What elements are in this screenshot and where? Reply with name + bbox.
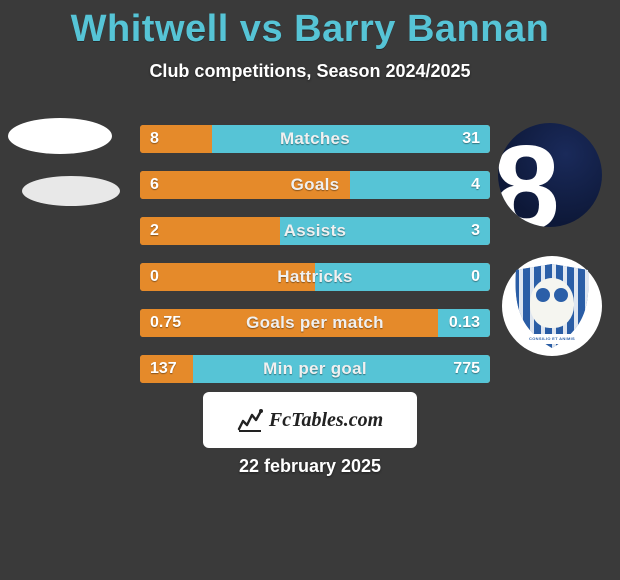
stat-row: 23Assists xyxy=(140,217,490,245)
brand-text: FcTables.com xyxy=(269,409,383,432)
left-player-avatar xyxy=(8,118,112,154)
crest-owl-icon xyxy=(530,278,574,328)
right-club-crest: CONSILIO ET ANIMIS xyxy=(502,256,602,356)
stat-row: 0.750.13Goals per match xyxy=(140,309,490,337)
stats-bars: 831Matches 64Goals 23Assists 00Hattricks 0.7… xyxy=(140,125,490,401)
jersey-number: 8 xyxy=(498,123,560,227)
brand-pill: FcTables.com xyxy=(203,392,417,448)
stat-row: 137775Min per goal xyxy=(140,355,490,383)
stat-label: Hattricks xyxy=(140,263,490,291)
crest-motto: CONSILIO ET ANIMIS xyxy=(520,334,584,344)
stat-row: 00Hattricks xyxy=(140,263,490,291)
page-title: Whitwell vs Barry Bannan xyxy=(0,0,620,51)
stat-label: Min per goal xyxy=(140,355,490,383)
fctables-logo-icon xyxy=(237,407,263,433)
stat-label: Goals per match xyxy=(140,309,490,337)
subtitle: Club competitions, Season 2024/2025 xyxy=(0,61,620,82)
stat-label: Matches xyxy=(140,125,490,153)
stat-label: Assists xyxy=(140,217,490,245)
stat-label: Goals xyxy=(140,171,490,199)
right-player-avatar: 8 xyxy=(498,123,602,227)
stat-row: 64Goals xyxy=(140,171,490,199)
stat-row: 831Matches xyxy=(140,125,490,153)
snapshot-date: 22 february 2025 xyxy=(0,456,620,477)
left-club-crest xyxy=(22,176,120,206)
